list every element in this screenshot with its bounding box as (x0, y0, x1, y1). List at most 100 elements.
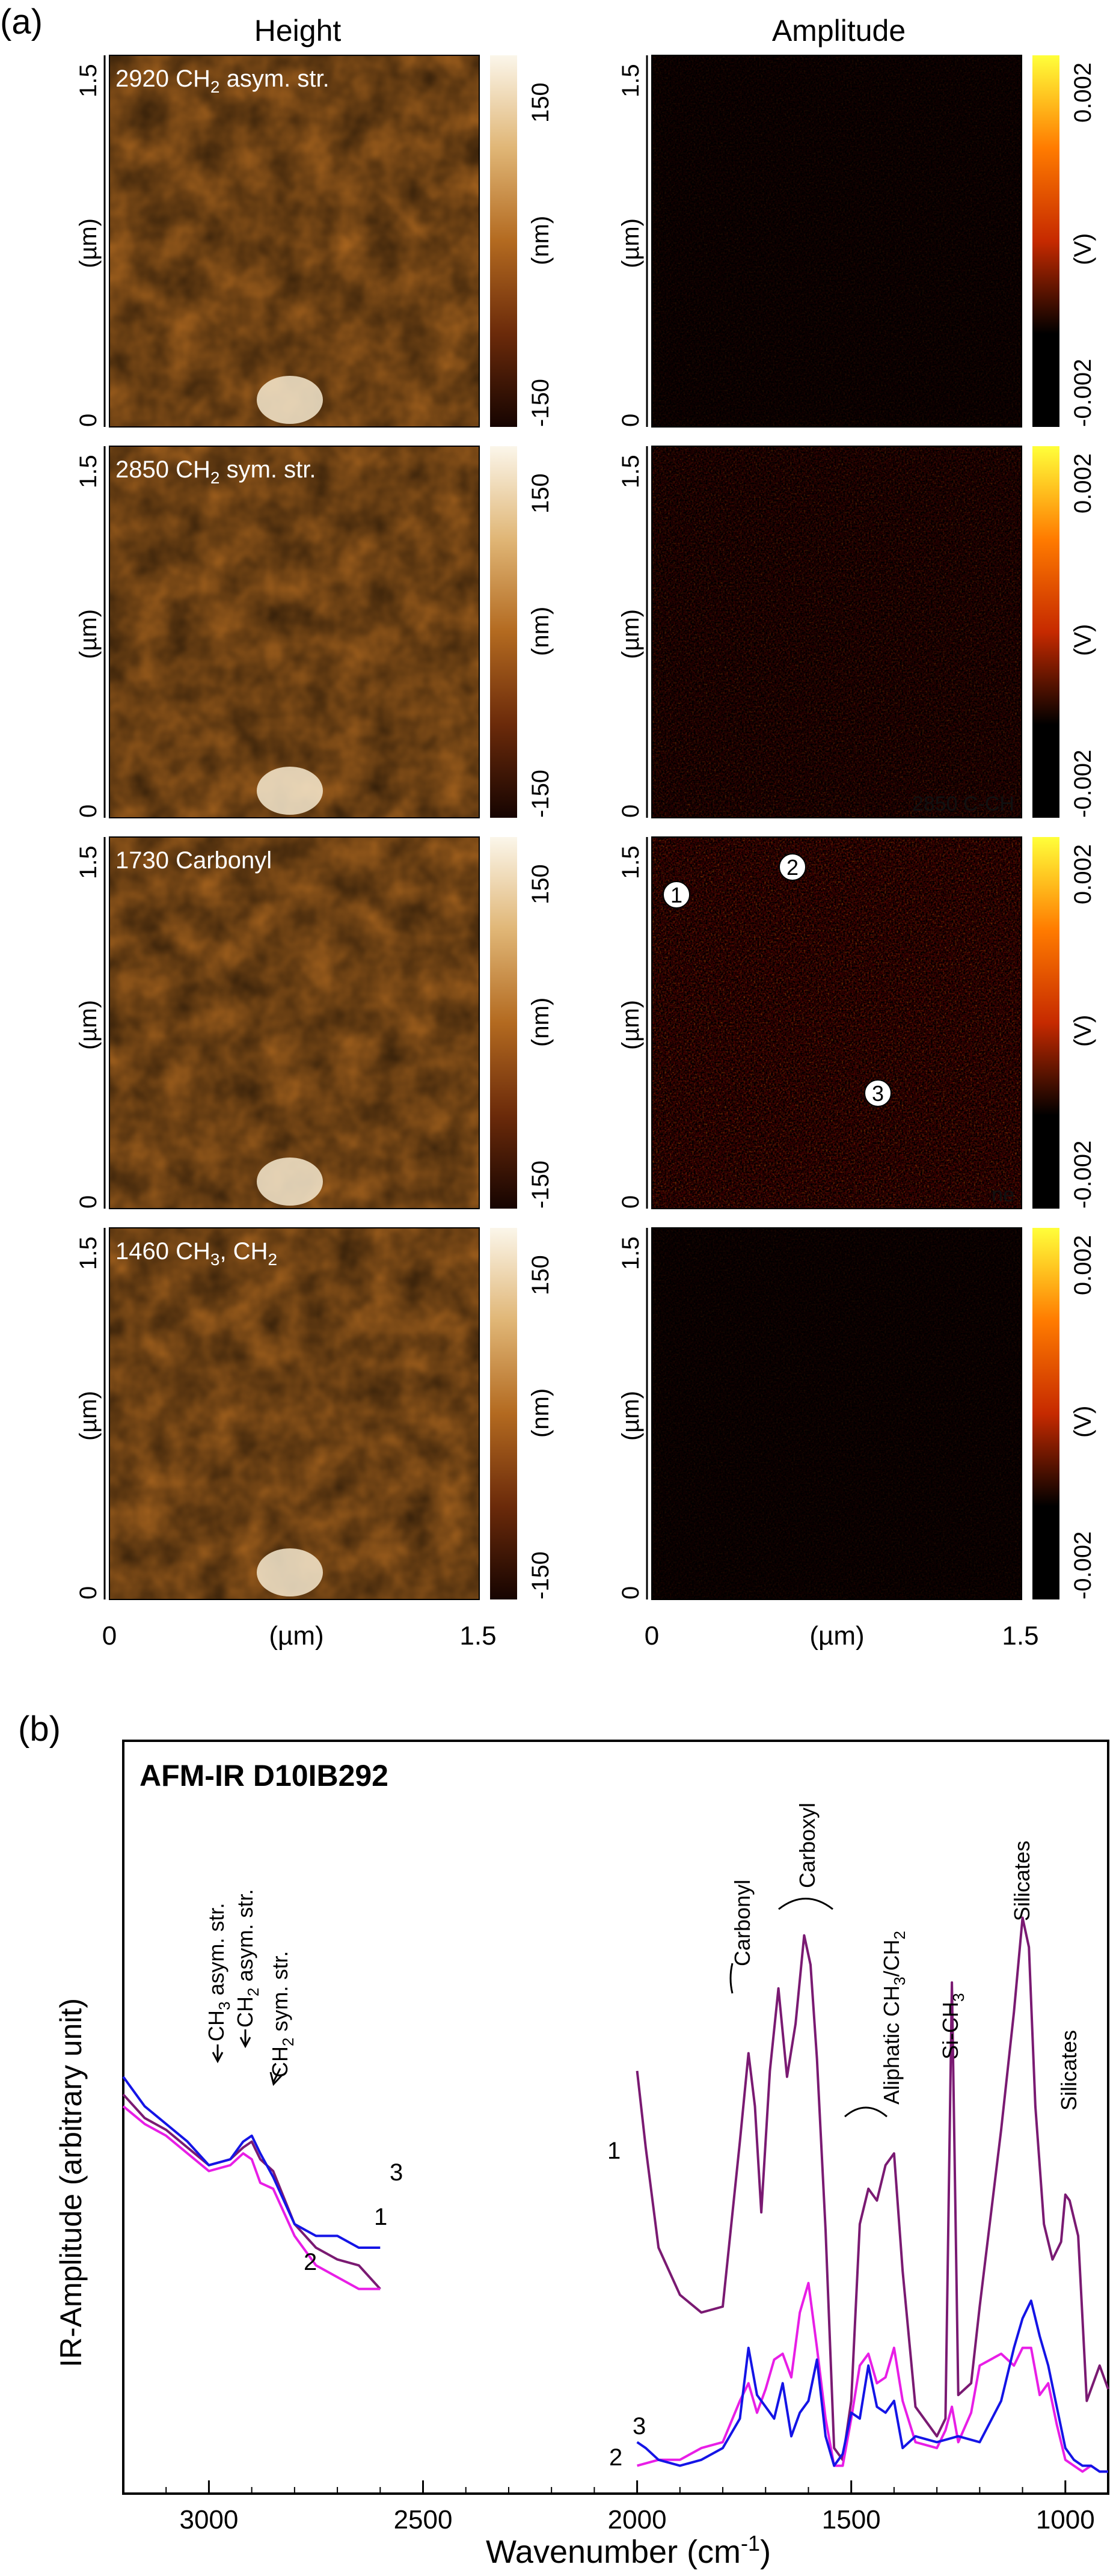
afm-row-2920: 2920 CH2 asym. str. 0 1.5 (µm) 0 1.5 (µm) 150 (n… (75, 55, 1096, 428)
amplitude-colorbar-bottom: -0.002 (1070, 1141, 1096, 1209)
amplitude-y-tick-1: 1.5 (618, 845, 644, 879)
height-y-label: (µm) (75, 1000, 102, 1050)
amplitude-x-label: (µm) (809, 1621, 864, 1651)
spectrum-y-label: IR-Amplitude (arbitrary unit) (54, 1998, 88, 2367)
bracket-carboxyl (778, 1898, 833, 1910)
x-tick-label-1500: 1500 (822, 2505, 881, 2535)
height-colorbar (490, 837, 517, 1209)
amplitude-y-tick-0: 0 (618, 1586, 644, 1599)
spectrum-title: AFM-IR D10IB292 (139, 1759, 388, 1792)
afm-row-1730: 1730 Carbonyl ne 0 1.5 (µm) 0 1.5 (µm) 150 (nm) -1… (75, 836, 1096, 1209)
height-y-label: (µm) (75, 218, 102, 268)
height-map-frame (109, 836, 480, 1209)
amplitude-colorbar-unit: (V) (1070, 1015, 1096, 1047)
bracket-carbonyl (729, 1963, 734, 1994)
amplitude-y-tick-1: 1.5 (618, 64, 644, 97)
height-y-label: (µm) (75, 1391, 102, 1441)
height-map-frame (109, 446, 480, 818)
height-colorbar-unit: (nm) (527, 216, 554, 265)
height-colorbar (490, 1228, 517, 1599)
height-colorbar-top: 150 (527, 473, 554, 514)
height-column-title: Height (254, 14, 342, 48)
amplitude-colorbar-top: 0.002 (1070, 453, 1096, 514)
height-map-label-2920: 2920 CH2 asym. str. (115, 66, 330, 96)
height-colorbar (490, 446, 517, 818)
height-map-texture (109, 55, 479, 427)
height-bright-feature (257, 1158, 323, 1206)
amplitude-x-tick-1: 1.5 (1002, 1621, 1038, 1651)
spectrum-x-axis: 3000 2500 2000 1500 1000 (123, 2480, 1109, 2535)
height-colorbar-top: 150 (527, 1255, 554, 1295)
amplitude-colorbar (1032, 837, 1059, 1209)
band-annotations: CH3 asym. str. CH2 asym. str. CH2 sym. s… (204, 1803, 1081, 2118)
amplitude-map-frame (651, 1227, 1022, 1600)
amplitude-y-tick-0: 0 (618, 1195, 644, 1209)
height-y-tick-1: 1.5 (75, 455, 102, 488)
spectrum-x-label: Wavenumber (cm-1) (486, 2531, 771, 2570)
band-silicates-1: Silicates (1010, 1841, 1034, 1921)
arrow-ch2-asym (239, 2029, 251, 2049)
amplitude-overlay-text: ne (992, 1183, 1014, 1206)
height-colorbar-bottom: -150 (527, 1551, 554, 1599)
height-y-tick-1: 1.5 (75, 1236, 102, 1270)
series-3-segment-0 (122, 2076, 381, 2249)
curve-label-2-right: 2 (609, 2444, 622, 2471)
height-colorbar-unit: (nm) (527, 998, 554, 1047)
band-silicates-2: Silicates (1056, 2030, 1081, 2111)
band-si-ch3: Si-CH3 (938, 1993, 967, 2059)
height-y-label: (µm) (75, 609, 102, 659)
amplitude-colorbar (1032, 55, 1059, 427)
amplitude-colorbar-bottom: -0.002 (1070, 750, 1096, 818)
amplitude-colorbar-bottom: -0.002 (1070, 1532, 1096, 1599)
amplitude-overlay-text: 2850 C-CH (912, 793, 1014, 815)
amplitude-x-axis: 0 (µm) 1.5 (645, 1621, 1039, 1651)
amplitude-map-texture (652, 1228, 1022, 1599)
series-2-segment-1 (637, 2281, 1108, 2473)
amplitude-y-tick-0: 0 (618, 414, 644, 427)
x-tick-label-3000: 3000 (179, 2505, 238, 2535)
band-carboxyl: Carboxyl (795, 1803, 820, 1888)
band-aliphatic: Aliphatic CH3/CH2 (879, 1931, 909, 2105)
series-2-segment-0 (122, 2105, 381, 2290)
amplitude-map-frame (651, 55, 1022, 428)
height-colorbar (490, 55, 517, 427)
amplitude-marker-3: 3 (864, 1079, 892, 1107)
amplitude-colorbar-unit: (V) (1070, 1406, 1096, 1438)
band-ch2-sym: CH2 sym. str. (268, 1951, 297, 2078)
x-tick-label-2500: 2500 (394, 2505, 453, 2535)
height-y-tick-0: 0 (75, 1195, 102, 1209)
panel-a-label: (a) (0, 2, 43, 41)
height-colorbar-bottom: -150 (527, 1161, 554, 1209)
amplitude-y-label: (µm) (618, 218, 644, 268)
height-y-tick-0: 0 (75, 414, 102, 427)
height-bright-feature (257, 1548, 323, 1596)
amplitude-colorbar-unit: (V) (1070, 233, 1096, 265)
height-colorbar-top: 150 (527, 864, 554, 904)
height-y-tick-1: 1.5 (75, 64, 102, 97)
spectrum-curves (122, 1916, 1109, 2473)
height-y-tick-0: 0 (75, 1586, 102, 1599)
curve-label-3-left: 3 (390, 2159, 403, 2186)
amplitude-colorbar (1032, 1228, 1059, 1599)
amplitude-colorbar-top: 0.002 (1070, 844, 1096, 904)
height-colorbar-bottom: -150 (527, 770, 554, 818)
amplitude-y-label: (µm) (618, 1000, 644, 1050)
height-map-frame (109, 1227, 480, 1600)
arrow-ch2-sym (269, 2068, 283, 2087)
height-bright-feature (257, 767, 323, 815)
afm-row-1460: 1460 CH3, CH2 0 1.5 (µm) 0 1.5 (µm) 150 (nm) -150… (75, 1227, 1096, 1600)
height-map-label-1460: 1460 CH3, CH2 (115, 1238, 277, 1269)
amplitude-y-label: (µm) (618, 1391, 644, 1441)
amplitude-y-tick-0: 0 (618, 805, 644, 818)
height-map-texture (109, 837, 479, 1209)
band-carbonyl: Carbonyl (730, 1880, 755, 1966)
height-map-texture (109, 1228, 479, 1599)
svg-text:2: 2 (786, 855, 799, 880)
series-1-segment-0 (122, 2093, 381, 2290)
curve-label-2-left: 2 (304, 2249, 317, 2275)
height-colorbar-bottom: -150 (527, 379, 554, 427)
height-x-tick-1: 1.5 (459, 1621, 496, 1651)
amplitude-y-tick-1: 1.5 (618, 455, 644, 488)
amplitude-colorbar (1032, 446, 1059, 818)
